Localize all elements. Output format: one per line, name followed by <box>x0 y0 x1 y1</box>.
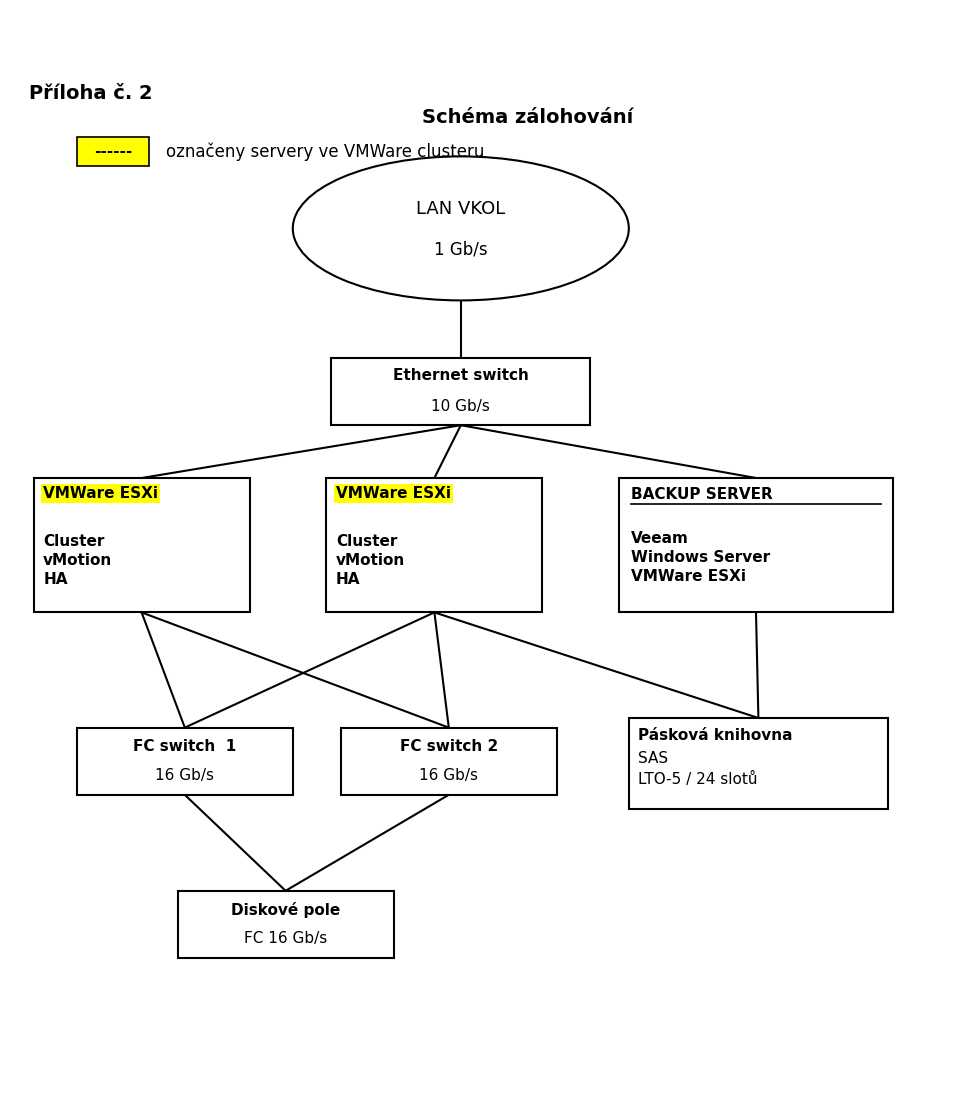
Bar <box>326 478 542 613</box>
Text: FC switch 2: FC switch 2 <box>399 739 498 755</box>
Text: LTO-5 / 24 slotů: LTO-5 / 24 slotů <box>638 772 757 786</box>
Bar <box>629 718 888 810</box>
Text: Schéma zálohování: Schéma zálohování <box>422 109 634 128</box>
Bar <box>77 138 149 166</box>
Text: VMWare ESXi: VMWare ESXi <box>336 486 451 500</box>
Bar <box>341 727 557 795</box>
Text: Cluster
vMotion
HA: Cluster vMotion HA <box>336 534 405 587</box>
Text: FC 16 Gb/s: FC 16 Gb/s <box>244 932 327 946</box>
Text: 16 Gb/s: 16 Gb/s <box>420 768 478 783</box>
Text: označeny servery ve VMWare clusteru: označeny servery ve VMWare clusteru <box>166 142 485 161</box>
Text: Pásková knihovna: Pásková knihovna <box>638 728 793 743</box>
Text: Diskové pole: Diskové pole <box>231 902 340 918</box>
Bar <box>77 727 293 795</box>
Bar <box>331 358 590 426</box>
Text: VMWare ESXi: VMWare ESXi <box>43 486 158 500</box>
Bar <box>34 478 250 613</box>
Bar <box>178 891 394 958</box>
Text: 10 Gb/s: 10 Gb/s <box>431 398 491 414</box>
Bar <box>619 478 893 613</box>
Text: Ethernet switch: Ethernet switch <box>393 367 529 383</box>
Text: LAN VKOL: LAN VKOL <box>417 200 505 218</box>
Text: 1 Gb/s: 1 Gb/s <box>434 241 488 258</box>
Text: SAS: SAS <box>638 751 668 766</box>
Text: Příloha č. 2: Příloha č. 2 <box>29 85 153 103</box>
Text: FC switch  1: FC switch 1 <box>133 739 236 755</box>
Text: Veeam
Windows Server
VMWare ESXi: Veeam Windows Server VMWare ESXi <box>631 531 770 584</box>
Text: 16 Gb/s: 16 Gb/s <box>156 768 214 783</box>
Text: Cluster
vMotion
HA: Cluster vMotion HA <box>43 534 112 587</box>
Text: ------: ------ <box>94 144 132 159</box>
Ellipse shape <box>293 156 629 300</box>
Text: BACKUP SERVER: BACKUP SERVER <box>631 487 773 502</box>
